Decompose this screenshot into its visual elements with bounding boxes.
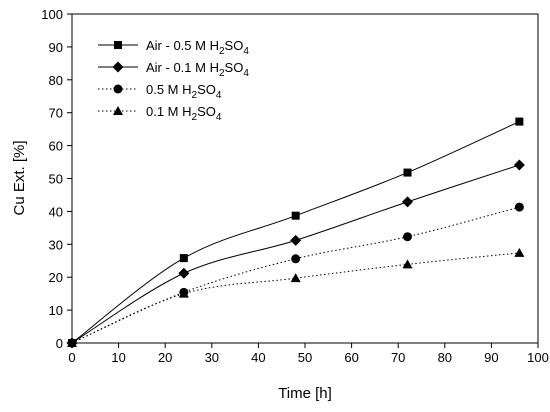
data-point-circle: [291, 254, 301, 264]
x-tick-label: 30: [205, 350, 219, 365]
series-line: [71, 164, 520, 344]
series-1: [68, 117, 524, 347]
series-line: [71, 121, 520, 344]
legend-marker-square: [114, 41, 122, 49]
legend-label: Air - 0.1 M H2SO4: [146, 60, 249, 79]
data-point-triangle: [67, 338, 77, 347]
legend-label: 0.1 M H2SO4: [146, 104, 222, 123]
data-point-circle: [403, 232, 413, 242]
legend: Air - 0.5 M H2SO4 Air - 0.1 M H2SO4 0.5 M …: [98, 38, 249, 123]
y-tick-label: 10: [49, 303, 63, 318]
x-tick-label: 60: [344, 350, 358, 365]
y-axis: 0 10 20 30 40 50 60 70 80 90 100: [41, 7, 72, 351]
y-tick-label: 30: [49, 237, 63, 252]
y-tick-label: 50: [49, 172, 63, 187]
data-point-square: [403, 168, 412, 177]
legend-marker-triangle: [113, 106, 123, 115]
y-tick-label: 60: [49, 139, 63, 154]
x-tick-label: 20: [158, 350, 172, 365]
data-point-diamond: [402, 196, 414, 208]
y-tick-label: 40: [49, 204, 63, 219]
data-point-triangle: [514, 247, 525, 257]
data-point-diamond: [290, 234, 302, 246]
data-point-diamond: [513, 159, 525, 171]
x-tick-label: 10: [111, 350, 125, 365]
y-tick-label: 0: [56, 336, 63, 351]
x-tick-label: 90: [484, 350, 498, 365]
legend-item: Air - 0.1 M H2SO4: [98, 60, 249, 79]
x-tick-label: 40: [251, 350, 265, 365]
x-axis: 0 10 20 30 40 50 60 70 80 90 100: [68, 343, 549, 365]
y-tick-label: 80: [49, 73, 63, 88]
series-2: [66, 159, 525, 349]
x-tick-label: 0: [68, 350, 75, 365]
y-tick-label: 100: [41, 7, 63, 22]
legend-marker-diamond: [112, 61, 124, 73]
legend-marker-circle: [113, 84, 123, 94]
x-tick-label: 50: [298, 350, 312, 365]
y-tick-label: 70: [49, 106, 63, 121]
data-point-circle: [514, 202, 524, 212]
data-point-triangle: [178, 288, 189, 298]
x-tick-label: 100: [527, 350, 549, 365]
series-line: [71, 252, 520, 344]
y-axis-title: Cu Ext. [%]: [11, 140, 28, 215]
legend-item: Air - 0.5 M H2SO4: [98, 38, 249, 57]
legend-item: 0.5 M H2SO4: [98, 82, 222, 101]
legend-item: 0.1 M H2SO4: [98, 104, 222, 123]
data-point-triangle: [290, 273, 301, 283]
x-axis-title: Time [h]: [278, 385, 332, 402]
data-point-square: [515, 117, 524, 126]
plot-frame: [71, 13, 539, 344]
series-layer: [66, 117, 525, 349]
series-4: [67, 247, 525, 347]
y-tick-label: 20: [49, 270, 63, 285]
data-point-diamond: [178, 267, 190, 279]
data-point-square: [179, 254, 188, 263]
x-tick-label: 70: [391, 350, 405, 365]
x-tick-label: 80: [438, 350, 452, 365]
y-tick-label: 90: [49, 40, 63, 55]
legend-label: Air - 0.5 M H2SO4: [146, 38, 249, 57]
legend-label: 0.5 M H2SO4: [146, 82, 222, 101]
data-point-square: [291, 211, 300, 220]
data-point-triangle: [402, 259, 413, 269]
